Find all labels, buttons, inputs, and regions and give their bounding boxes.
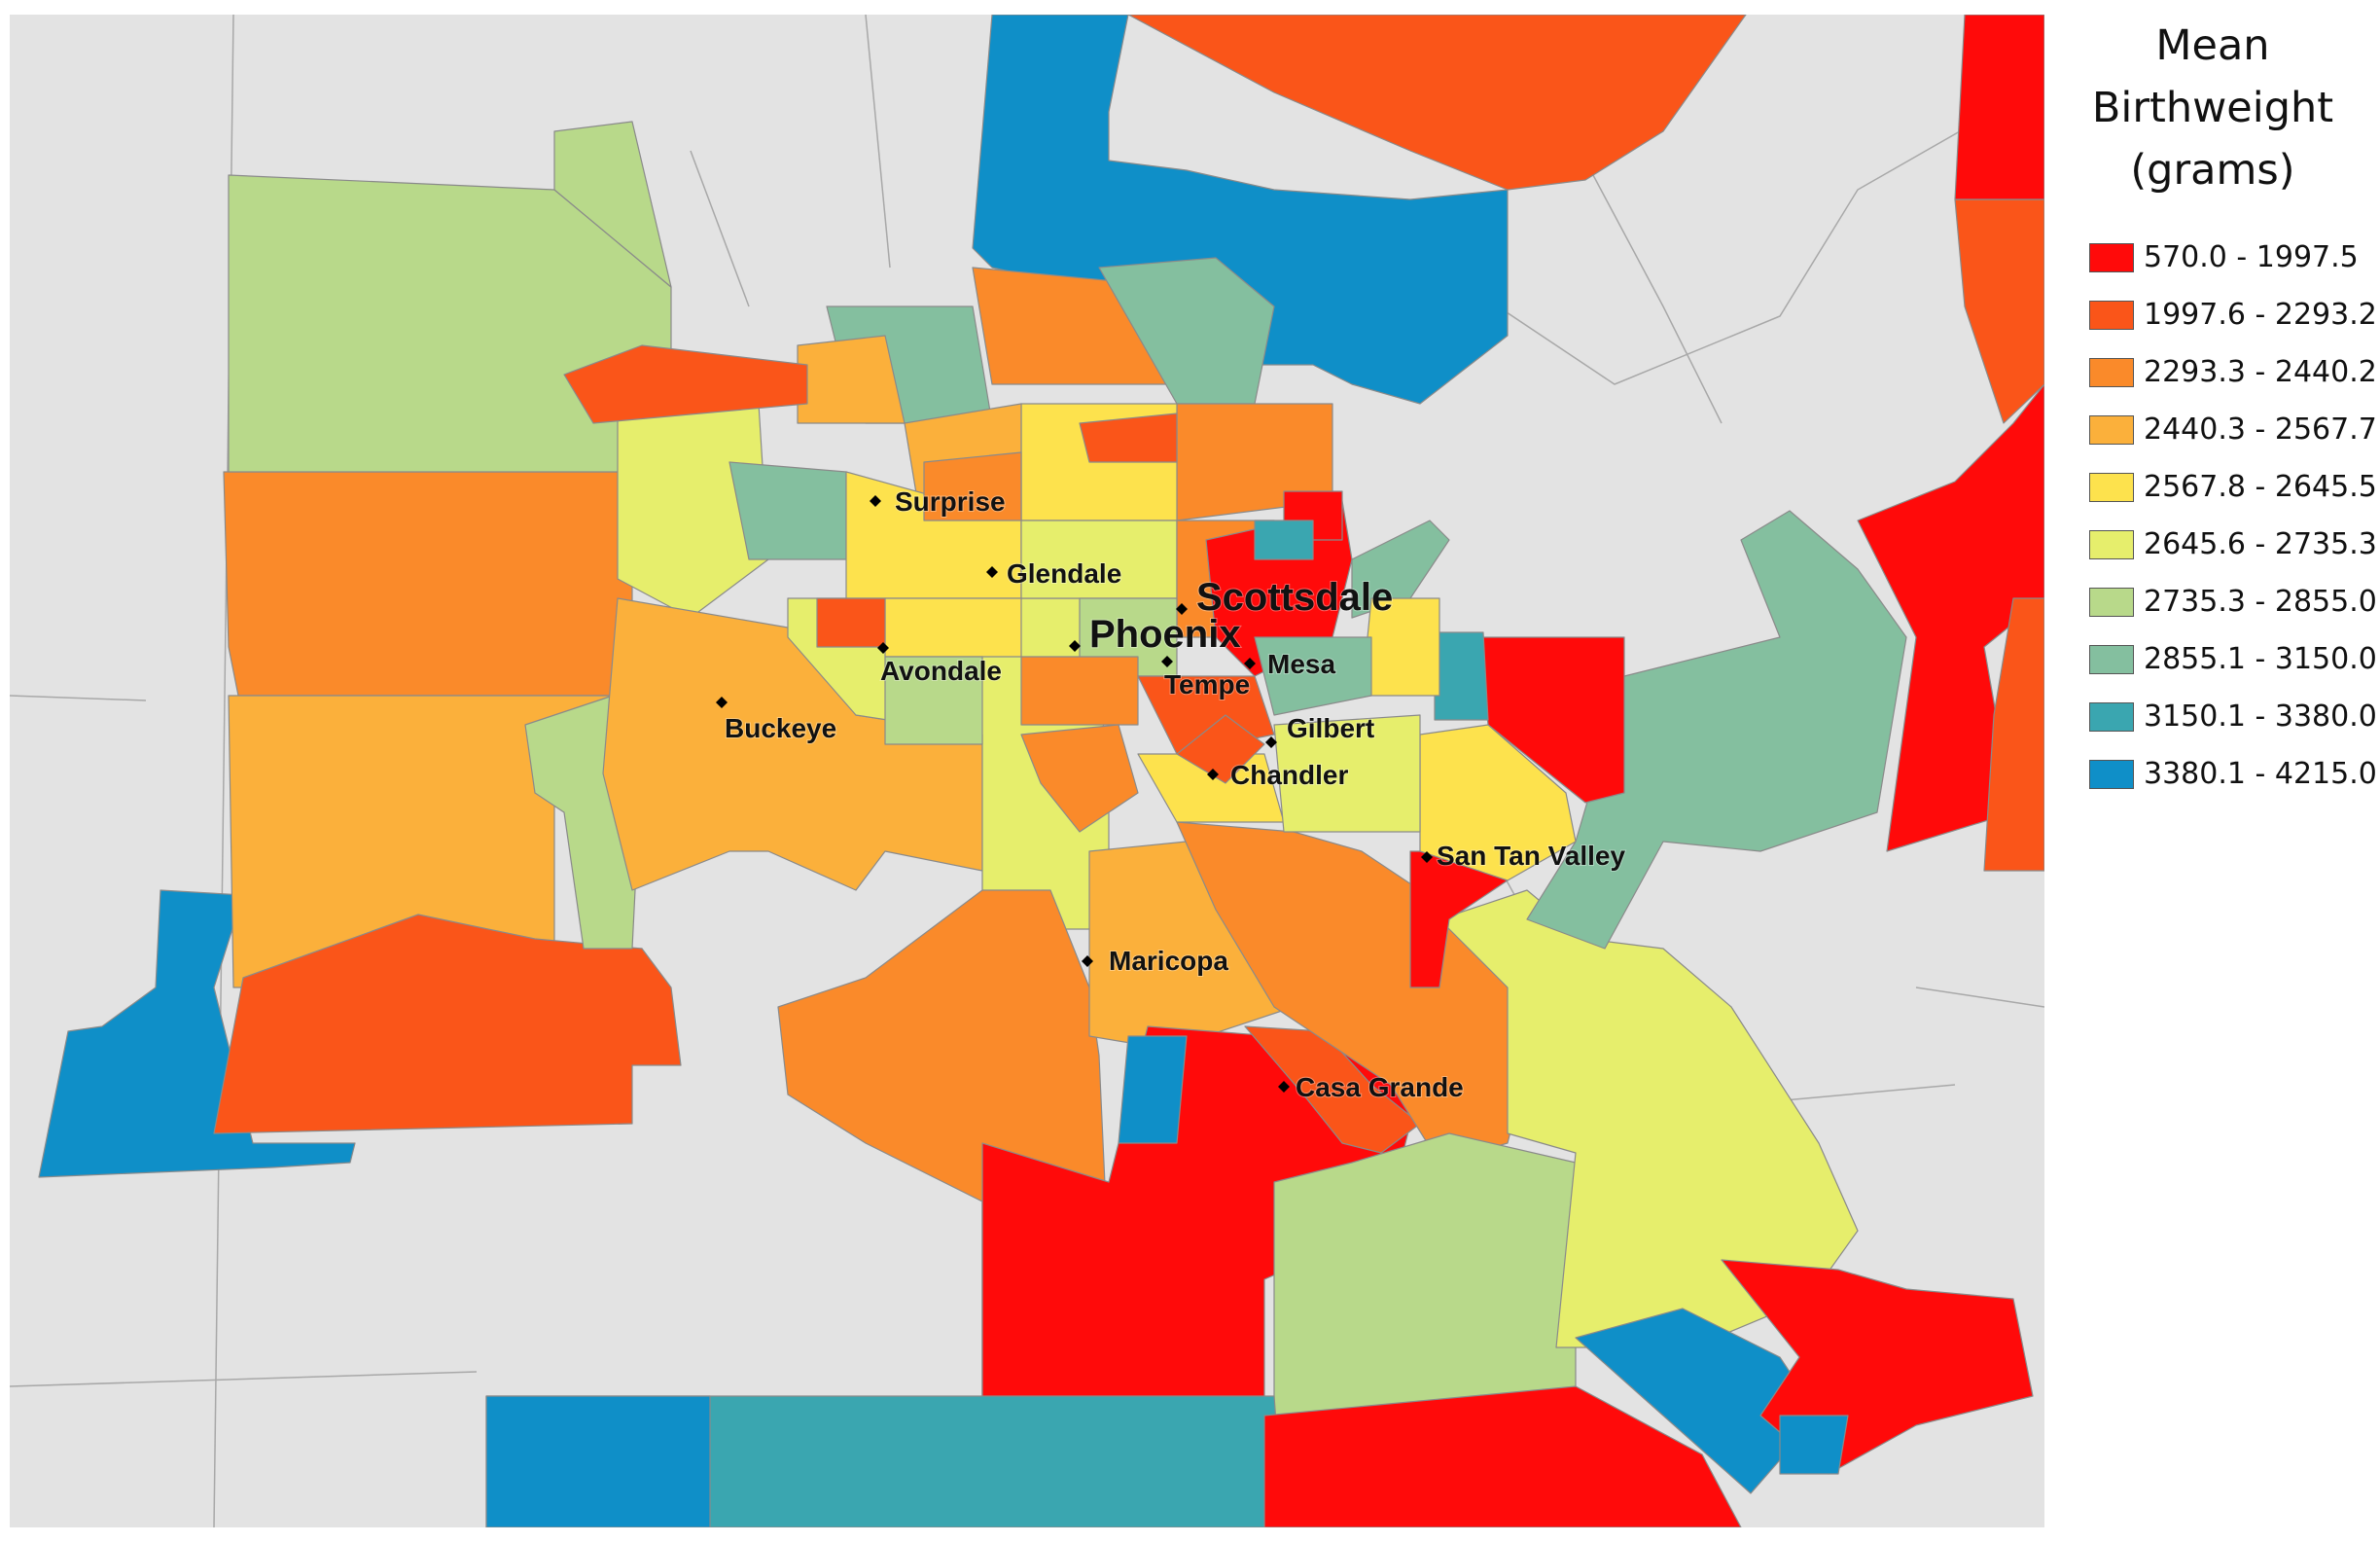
legend-item: 3380.1 - 4215.0 [2089, 745, 2377, 803]
map-legend: Mean Birthweight (grams) 570.0 - 1997.5 … [2052, 15, 2377, 803]
legend-title-line: Mean [2155, 21, 2270, 70]
city-label-buckeye: Buckeye [725, 713, 836, 743]
city-marker-icon [1082, 955, 1093, 967]
city-marker-icon [1278, 1081, 1290, 1093]
city-label-mesa: Mesa [1267, 649, 1335, 679]
legend-item: 570.0 - 1997.5 [2089, 229, 2373, 286]
legend-item: 2735.3 - 2855.0 [2089, 573, 2377, 630]
city-label-tempe: Tempe [1164, 669, 1250, 700]
city-label-san-tan-valley: San Tan Valley [1437, 841, 1625, 871]
city-marker-icon [1207, 769, 1219, 780]
city-san-tan-valley[interactable]: San Tan Valley [1421, 840, 1626, 872]
legend-swatch [2089, 759, 2134, 789]
legend-swatch [2089, 587, 2134, 617]
city-label-avondale: Avondale [880, 656, 1002, 686]
map-canvas: Surprise Glendale Scottsdale Phoenix Avo… [10, 15, 2044, 1527]
city-marker-icon [1421, 851, 1433, 863]
legend-label: 3150.1 - 3380.0 [2144, 700, 2377, 734]
legend-label: 2440.3 - 2567.7 [2144, 413, 2377, 447]
city-avondale[interactable]: Avondale [877, 642, 1003, 687]
legend-item: 2567.8 - 2645.5 [2089, 458, 2377, 516]
city-buckeye[interactable]: Buckeye [716, 697, 837, 744]
city-marker-icon [877, 642, 889, 654]
city-marker-icon [1265, 736, 1277, 748]
city-gilbert[interactable]: Gilbert [1265, 712, 1375, 748]
legend-items: 570.0 - 1997.5 1997.6 - 2293.2 2293.3 - … [2089, 229, 2377, 803]
legend-label: 2735.3 - 2855.0 [2144, 585, 2377, 619]
legend-item: 2855.1 - 3150.0 [2089, 630, 2377, 688]
city-chandler[interactable]: Chandler [1207, 759, 1349, 791]
legend-swatch [2089, 701, 2134, 732]
legend-swatch [2089, 472, 2134, 502]
city-phoenix[interactable]: Phoenix [1069, 612, 1242, 657]
legend-swatch [2089, 644, 2134, 674]
legend-swatch [2089, 357, 2134, 387]
legend-item: 3150.1 - 3380.0 [2089, 688, 2377, 745]
city-marker-icon [1176, 603, 1188, 615]
legend-swatch [2089, 529, 2134, 559]
city-label-maricopa: Maricopa [1109, 946, 1228, 976]
city-marker-icon [986, 566, 998, 578]
legend-label: 2293.3 - 2440.2 [2144, 355, 2377, 389]
city-label-glendale: Glendale [1007, 558, 1121, 589]
legend-item: 2440.3 - 2567.7 [2089, 401, 2377, 458]
legend-swatch [2089, 414, 2134, 445]
city-label-chandler: Chandler [1230, 760, 1348, 790]
city-marker-icon [1069, 640, 1081, 652]
legend-label: 3380.1 - 4215.0 [2144, 757, 2377, 791]
birthweight-regions [38, 15, 2044, 1527]
legend-label: 2855.1 - 3150.0 [2144, 642, 2377, 676]
city-maricopa[interactable]: Maricopa [1082, 945, 1229, 977]
choropleth-map[interactable]: Surprise Glendale Scottsdale Phoenix Avo… [10, 15, 2044, 1527]
city-label-gilbert: Gilbert [1287, 713, 1374, 743]
city-marker-icon [1161, 656, 1173, 667]
legend-item: 2293.3 - 2440.2 [2089, 343, 2377, 401]
city-label-scottsdale: Scottsdale [1196, 576, 1393, 619]
legend-title-line: Birthweight [2091, 84, 2334, 132]
legend-item: 2645.6 - 2735.3 [2089, 516, 2377, 573]
city-mesa[interactable]: Mesa [1244, 648, 1336, 680]
city-marker-icon [1244, 658, 1256, 669]
city-marker-icon [716, 697, 728, 708]
legend-swatch [2089, 242, 2134, 272]
city-marker-icon [870, 495, 881, 507]
city-markers: Surprise Glendale Scottsdale Phoenix Avo… [716, 485, 1626, 1103]
city-tempe[interactable]: Tempe [1161, 656, 1251, 700]
city-label-casa-grande: Casa Grande [1296, 1072, 1464, 1102]
legend-item: 1997.6 - 2293.2 [2089, 286, 2377, 343]
legend-label: 2645.6 - 2735.3 [2144, 527, 2377, 561]
legend-title: Mean Birthweight (grams) [2052, 15, 2373, 201]
city-casa-grande[interactable]: Casa Grande [1278, 1071, 1465, 1103]
city-label-phoenix: Phoenix [1089, 613, 1241, 656]
legend-label: 2567.8 - 2645.5 [2144, 470, 2377, 504]
city-glendale[interactable]: Glendale [986, 557, 1122, 590]
legend-label: 570.0 - 1997.5 [2144, 240, 2359, 274]
city-scottsdale[interactable]: Scottsdale [1176, 575, 1394, 620]
legend-label: 1997.6 - 2293.2 [2144, 298, 2377, 332]
city-surprise[interactable]: Surprise [870, 485, 1007, 518]
legend-title-line: (grams) [2130, 146, 2295, 195]
legend-swatch [2089, 300, 2134, 330]
city-label-surprise: Surprise [895, 486, 1006, 517]
